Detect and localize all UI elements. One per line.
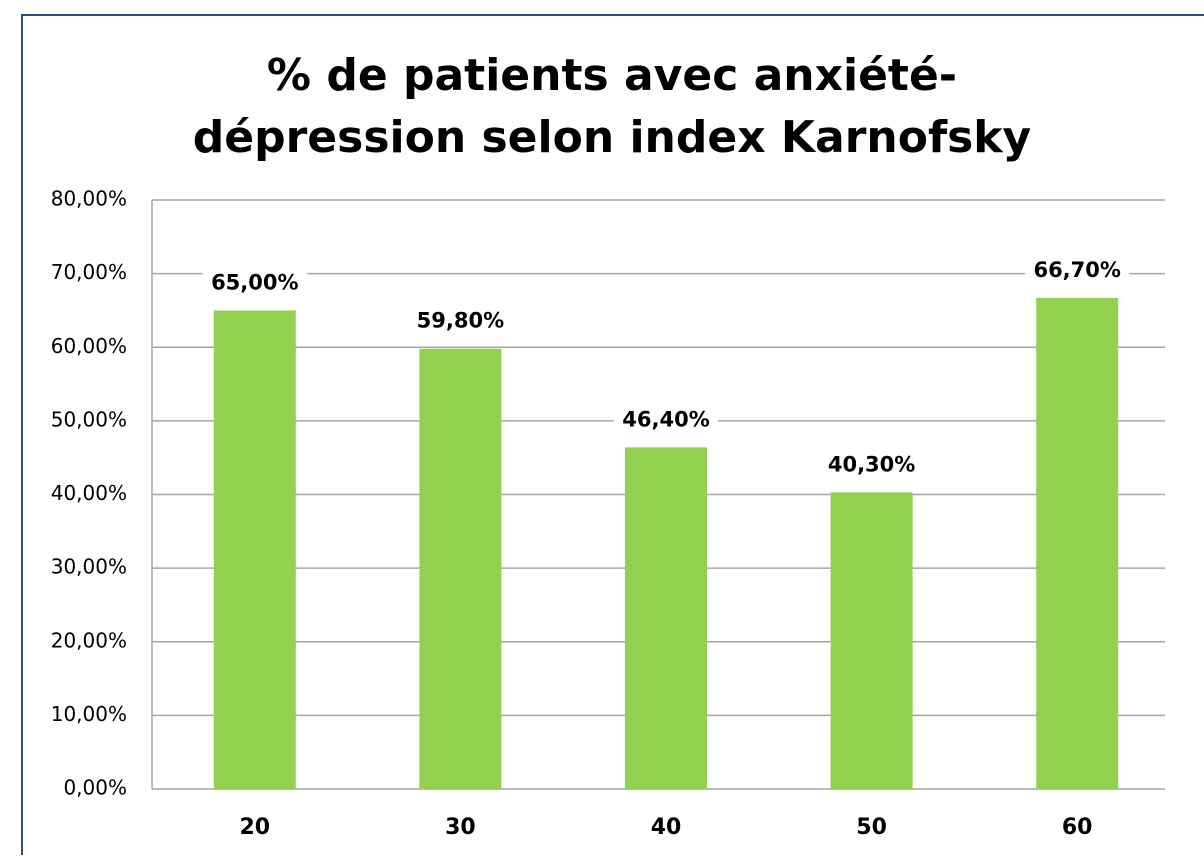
data-label: 59,80% <box>417 309 504 333</box>
frame <box>21 14 1204 855</box>
data-label: 46,40% <box>622 407 709 431</box>
y-tick-label: 50,00% <box>51 407 127 431</box>
y-tick-label: 30,00% <box>51 555 127 579</box>
bar <box>213 310 296 789</box>
data-label: 40,30% <box>828 452 915 476</box>
bar <box>419 348 502 789</box>
bar <box>1036 297 1119 789</box>
x-tick-label: 20 <box>239 815 270 840</box>
x-tick-label: 50 <box>856 815 887 840</box>
x-tick-label: 30 <box>445 815 476 840</box>
label-bg <box>819 451 924 480</box>
y-tick-label: 40,00% <box>51 481 127 505</box>
data-label: 65,00% <box>211 270 298 294</box>
x-tick-label: 60 <box>1062 815 1093 840</box>
label-bg <box>614 406 718 435</box>
x-tick-label: 40 <box>651 815 682 840</box>
label-bg <box>408 307 513 336</box>
bar <box>830 492 913 789</box>
y-tick-label: 80,00% <box>51 187 127 211</box>
y-tick-label: 0,00% <box>63 776 127 800</box>
bar <box>625 447 707 789</box>
data-label: 66,70% <box>1033 258 1120 282</box>
y-tick-label: 20,00% <box>51 628 127 652</box>
chart-title: dépression selon index Karnofsky <box>193 112 1031 163</box>
y-tick-label: 70,00% <box>51 260 127 284</box>
y-tick-label: 60,00% <box>51 334 127 358</box>
label-bg <box>1025 256 1130 285</box>
chart-title: % de patients avec anxiété- <box>267 50 957 101</box>
y-tick-label: 10,00% <box>51 702 127 726</box>
label-bg <box>202 269 307 298</box>
